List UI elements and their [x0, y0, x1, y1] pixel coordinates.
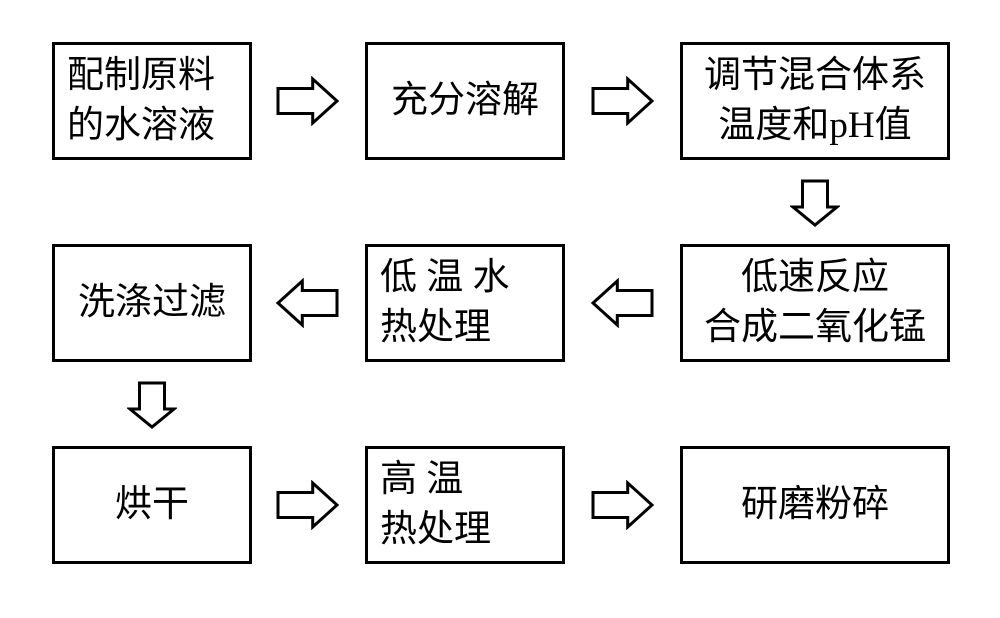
- flowchart-node: 充分溶解: [365, 42, 565, 160]
- node-line: 调节混合体系: [704, 51, 926, 101]
- flowchart-node: 烘干: [52, 446, 252, 564]
- flowchart-arrow: [127, 380, 177, 430]
- flowchart-node: 研磨粉碎: [680, 446, 950, 564]
- node-line: 低速反应: [741, 253, 889, 303]
- flowchart-node: 低速反应合成二氧化锰: [680, 244, 950, 362]
- node-line: 热处理: [380, 303, 491, 353]
- node-line: 的水溶液: [67, 101, 215, 151]
- node-line: 高 温: [380, 455, 463, 505]
- flowchart-arrow: [275, 278, 340, 328]
- node-line: 低 温 水: [380, 253, 510, 303]
- node-text: 烘干: [67, 480, 237, 530]
- node-text: 配制原料的水溶液: [67, 51, 237, 151]
- flowchart-node: 低 温 水热处理: [365, 244, 565, 362]
- node-text: 高 温热处理: [380, 455, 550, 555]
- flowchart-node: 配制原料的水溶液: [52, 42, 252, 160]
- flowchart-arrow: [275, 76, 340, 126]
- node-line: 充分溶解: [391, 76, 539, 126]
- node-line: 洗涤过滤: [78, 278, 226, 328]
- flowchart-node: 高 温热处理: [365, 446, 565, 564]
- flowchart-arrow: [790, 178, 840, 228]
- node-text: 洗涤过滤: [67, 278, 237, 328]
- flowchart-arrow: [590, 278, 655, 328]
- flowchart-node: 洗涤过滤: [52, 244, 252, 362]
- flowchart-arrow: [275, 480, 340, 530]
- node-text: 充分溶解: [380, 76, 550, 126]
- flowchart-canvas: 配制原料的水溶液充分溶解调节混合体系温度和pH值低速反应合成二氧化锰低 温 水热…: [0, 0, 1000, 618]
- flowchart-node: 调节混合体系温度和pH值: [680, 42, 950, 160]
- node-line: 配制原料: [67, 51, 215, 101]
- node-text: 调节混合体系温度和pH值: [695, 51, 935, 151]
- node-text: 低 温 水热处理: [380, 253, 550, 353]
- node-line: 合成二氧化锰: [704, 303, 926, 353]
- flowchart-arrow: [590, 480, 655, 530]
- node-text: 低速反应合成二氧化锰: [695, 253, 935, 353]
- node-line: 热处理: [380, 505, 491, 555]
- node-line: 温度和pH值: [718, 101, 911, 151]
- node-line: 研磨粉碎: [741, 480, 889, 530]
- flowchart-arrow: [590, 76, 655, 126]
- node-line: 烘干: [115, 480, 189, 530]
- node-text: 研磨粉碎: [695, 480, 935, 530]
